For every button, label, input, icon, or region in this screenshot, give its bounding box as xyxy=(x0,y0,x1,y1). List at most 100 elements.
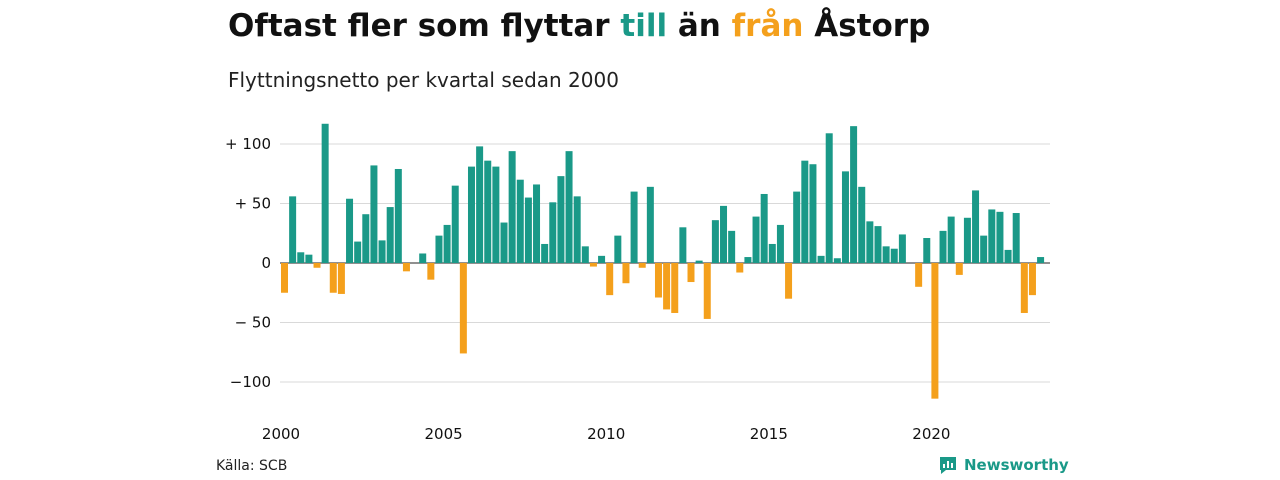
label-layer: + 100 + 50 0 − 50 −100 2000 2005 2010 2015 2020 xyxy=(225,135,950,443)
bar xyxy=(931,263,939,399)
y-tick-label: + 100 xyxy=(225,135,271,153)
bar xyxy=(695,260,703,263)
bar xyxy=(313,263,321,268)
bar xyxy=(337,263,345,294)
newsworthy-logo-icon xyxy=(940,457,956,474)
bar xyxy=(646,186,654,263)
bar xyxy=(386,207,394,263)
bar xyxy=(484,160,492,263)
bar xyxy=(988,209,996,263)
bar xyxy=(760,193,768,263)
bar xyxy=(947,216,955,263)
bar xyxy=(874,226,882,263)
bar xyxy=(785,263,793,299)
bar xyxy=(394,168,402,263)
bar xyxy=(541,243,549,263)
x-tick-label: 2020 xyxy=(912,425,950,443)
bar xyxy=(305,254,313,263)
bar xyxy=(711,220,719,263)
y-tick-label: + 50 xyxy=(235,195,271,213)
bar xyxy=(980,235,988,263)
bar xyxy=(549,202,557,263)
bar xyxy=(281,263,288,293)
bar xyxy=(793,191,801,263)
y-tick-label: −100 xyxy=(230,373,271,391)
bar xyxy=(427,263,435,280)
title-part-1: Oftast fler som flyttar xyxy=(228,8,621,44)
bar xyxy=(524,197,532,263)
bar xyxy=(467,166,475,263)
bar xyxy=(833,258,841,263)
bar xyxy=(858,186,866,263)
bar xyxy=(581,246,589,263)
bar xyxy=(354,241,362,263)
bar xyxy=(923,238,931,263)
y-tick-label: 0 xyxy=(261,254,271,272)
bar xyxy=(321,123,329,264)
bar xyxy=(955,263,963,275)
chart-title: Oftast fler som flyttar till än från Åst… xyxy=(228,8,930,44)
bar xyxy=(687,263,695,283)
bar xyxy=(736,263,744,273)
bar xyxy=(419,253,427,263)
bar xyxy=(533,184,541,263)
bar xyxy=(768,243,776,263)
title-part-fran: från xyxy=(731,8,804,44)
bar xyxy=(492,166,500,263)
bar xyxy=(890,248,898,263)
x-tick-label: 2005 xyxy=(425,425,463,443)
bar xyxy=(362,214,370,263)
bar xyxy=(801,160,809,263)
x-tick-label: 2000 xyxy=(262,425,300,443)
x-tick-label: 2010 xyxy=(587,425,625,443)
bar-layer xyxy=(281,123,1045,399)
bar xyxy=(776,224,784,263)
bar xyxy=(557,176,565,263)
title-part-5: Åstorp xyxy=(803,8,931,44)
bar xyxy=(963,217,971,263)
bar xyxy=(370,165,378,263)
bar xyxy=(1037,257,1045,263)
bar xyxy=(516,179,524,263)
bar xyxy=(744,257,752,263)
bar xyxy=(297,252,305,263)
y-tick-label: − 50 xyxy=(235,314,271,332)
bar xyxy=(598,255,606,263)
bar xyxy=(451,185,459,263)
bar xyxy=(346,198,354,263)
title-part-till: till xyxy=(620,8,668,44)
bar xyxy=(939,230,947,263)
bar xyxy=(378,240,386,263)
bar xyxy=(1012,213,1020,263)
bar xyxy=(817,255,825,263)
source-note: Källa: SCB xyxy=(216,458,288,474)
bar xyxy=(654,263,662,298)
bar xyxy=(996,211,1004,263)
bar xyxy=(630,191,638,263)
bar xyxy=(915,263,923,287)
bar xyxy=(671,263,679,313)
bar xyxy=(606,263,614,296)
bar xyxy=(1020,263,1028,313)
bar xyxy=(825,133,833,263)
bar xyxy=(728,230,736,263)
x-tick-label: 2015 xyxy=(750,425,788,443)
bar xyxy=(443,224,451,263)
bar xyxy=(622,263,630,284)
bar xyxy=(402,263,410,272)
bar xyxy=(329,263,337,293)
chart-subtitle: Flyttningsnetto per kvartal sedan 2000 xyxy=(228,68,619,92)
title-part-3: än xyxy=(667,8,732,44)
bar xyxy=(882,246,890,263)
bar xyxy=(679,227,687,263)
bar xyxy=(435,235,443,263)
bar xyxy=(638,263,646,268)
bar xyxy=(508,151,516,263)
bar xyxy=(500,222,508,263)
bar xyxy=(573,196,581,263)
brand-logo: Newsworthy xyxy=(938,455,1069,475)
bar xyxy=(614,235,622,263)
bar xyxy=(476,146,484,263)
bar xyxy=(752,216,760,263)
